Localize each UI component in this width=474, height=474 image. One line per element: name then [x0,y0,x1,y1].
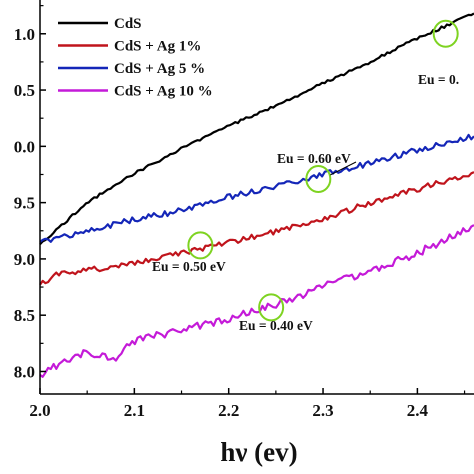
x-tick-label: 2.1 [124,401,145,420]
annotation-label: Eu = 0.50 eV [152,259,226,274]
y-tick-label: 0.5 [14,81,35,100]
x-axis-label: hν (ev) [220,437,297,467]
annotation-label: Eu = 0.40 eV [239,318,313,333]
annotation-marker [305,164,332,193]
legend-label: CdS + Ag 5 % [114,61,205,77]
y-tick-label: 8.0 [14,362,35,381]
legend-label: CdS + Ag 10 % [114,84,213,100]
legend: CdS CdS + Ag 1% CdS + Ag 5 % CdS + Ag 10 % [58,16,213,100]
y-tick-label: 1.0 [14,25,35,44]
annotation-leader [330,161,357,176]
series-line-2 [39,171,474,286]
annotation-label: Eu = 0. [418,72,459,87]
legend-label: CdS [114,16,142,32]
series-line-3 [39,133,474,243]
x-tick-label: 2.2 [218,401,239,420]
x-tick-label: 2.3 [312,401,333,420]
x-tick-label: 2.0 [29,401,50,420]
series-layer [39,12,474,378]
y-tick-label: 9.5 [14,194,35,213]
annotation-marker [258,293,285,322]
y-tick-label: 9.0 [14,250,35,269]
annotation-label: Eu = 0.60 eV [277,151,351,166]
axes: 2.0 2.1 2.2 2.3 2.4 8.0 8.5 9.0 9.5 0.0 0.5 1.0 [14,0,474,420]
y-tick-label: 8.5 [14,306,35,325]
x-tick-label: 2.4 [407,401,429,420]
legend-label: CdS + Ag 1% [114,39,201,55]
annotation-marker [187,231,214,260]
annotation-marker [432,19,459,48]
y-tick-label: 0.0 [14,137,35,156]
series-line-4 [39,224,474,378]
annotation-layer: Eu = 0. Eu = 0.60 eV Eu = 0.50 eV Eu = 0.40… [152,19,459,333]
series-line-1 [39,12,474,246]
